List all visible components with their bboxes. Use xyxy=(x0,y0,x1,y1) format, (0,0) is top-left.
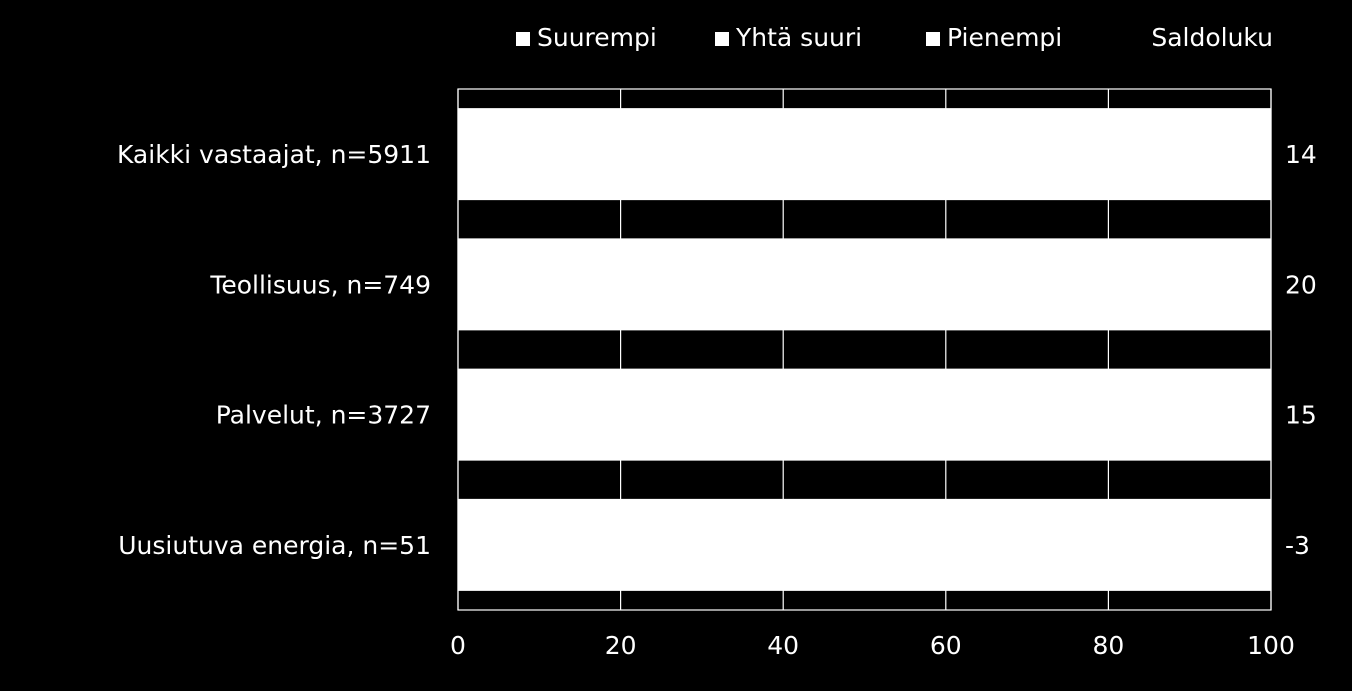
bars xyxy=(458,108,1271,591)
bar-segment xyxy=(458,238,1271,331)
saldo-value: 20 xyxy=(1285,270,1317,299)
legend-swatch xyxy=(715,32,729,46)
category-labels: Kaikki vastaajat, n=5911 Teollisuus, n=74… xyxy=(117,140,431,560)
saldo-labels: 14 20 15 -3 xyxy=(1285,140,1317,560)
legend: Suurempi Yhtä suuri Pienempi Saldoluku xyxy=(516,23,1273,52)
legend-label: Yhtä suuri xyxy=(735,23,862,52)
bar-segment xyxy=(458,368,1271,461)
x-tick-label: 100 xyxy=(1247,631,1295,660)
x-axis-ticks: 0 20 40 60 80 100 xyxy=(450,631,1295,660)
saldo-value: 14 xyxy=(1285,140,1317,169)
saldo-header: Saldoluku xyxy=(1151,23,1273,52)
legend-swatch xyxy=(516,32,530,46)
category-label: Palvelut, n=3727 xyxy=(216,401,431,430)
legend-swatch xyxy=(926,32,940,46)
x-tick-label: 80 xyxy=(1092,631,1124,660)
bar-segment xyxy=(458,498,1271,591)
legend-label: Suurempi xyxy=(537,23,657,52)
category-label: Uusiutuva energia, n=51 xyxy=(118,531,431,560)
x-tick-label: 60 xyxy=(930,631,962,660)
legend-label: Pienempi xyxy=(947,23,1062,52)
category-label: Kaikki vastaajat, n=5911 xyxy=(117,140,431,169)
saldo-value: 15 xyxy=(1285,401,1317,430)
saldo-value: -3 xyxy=(1285,531,1310,560)
x-tick-label: 0 xyxy=(450,631,466,660)
bar-segment xyxy=(458,108,1271,201)
category-label: Teollisuus, n=749 xyxy=(209,270,431,299)
x-tick-label: 20 xyxy=(605,631,637,660)
x-tick-label: 40 xyxy=(767,631,799,660)
